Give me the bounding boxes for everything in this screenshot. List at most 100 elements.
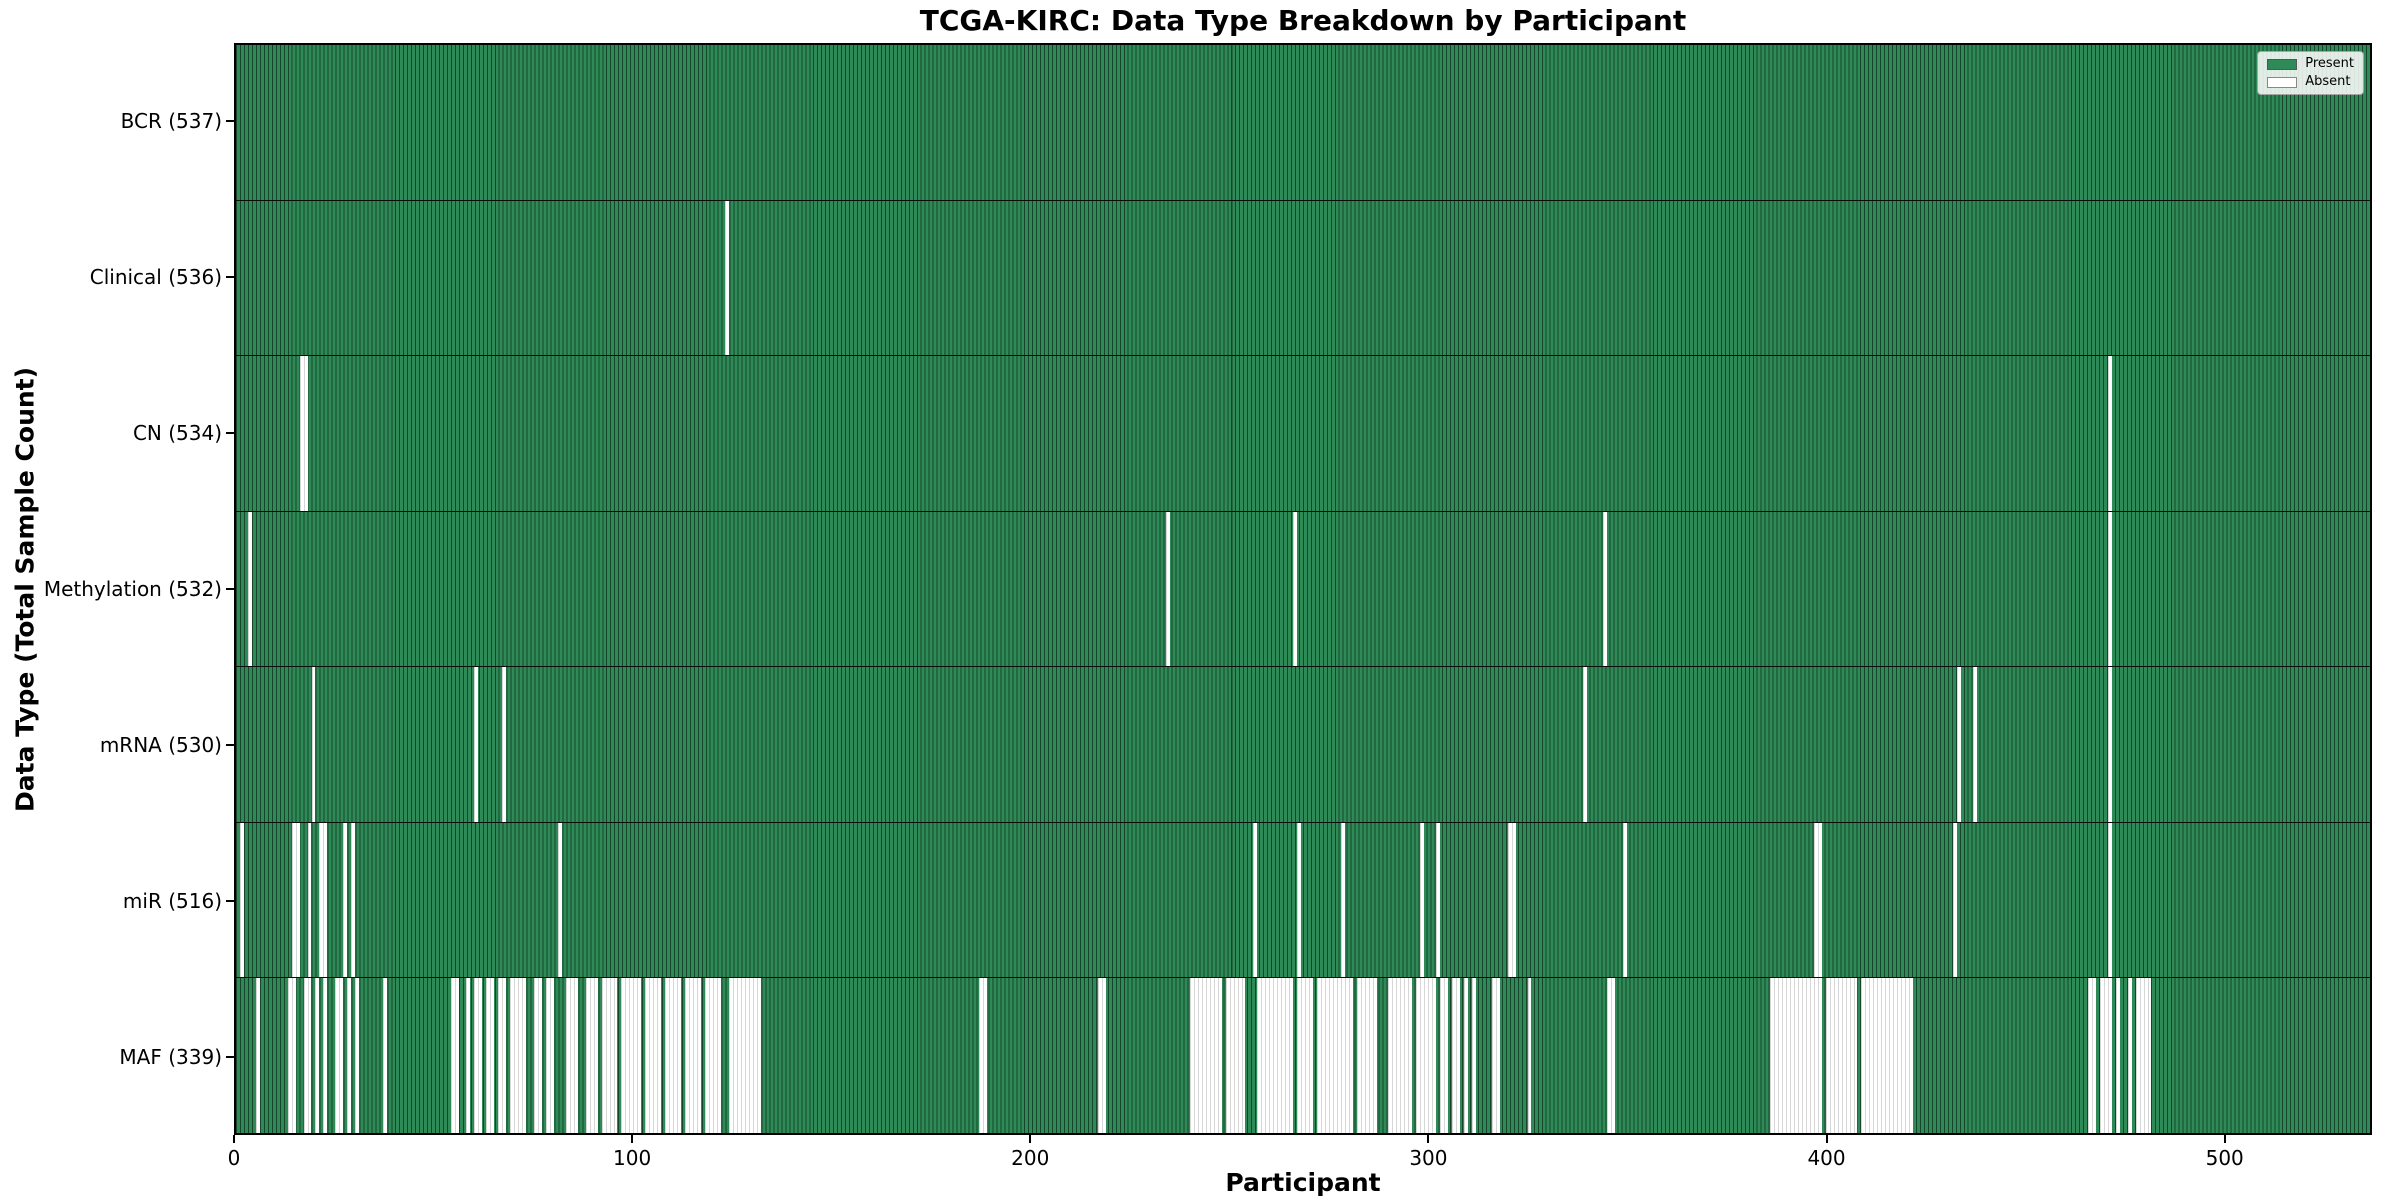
datatype-row-bcr [236,45,2370,201]
y-tick-label-mrna: mRNA (530) [99,733,222,757]
y-tick-label-maf: MAF (339) [119,1045,222,1069]
absent-gap [1165,511,1170,667]
absent-gap [335,978,344,1134]
absent-gap [1316,978,1353,1134]
datatype-row-methylation [236,511,2370,668]
absent-gap [1388,978,1413,1134]
y-tick-mark [226,276,234,278]
absent-gap [486,978,495,1134]
x-tick-label-0: 0 [227,1146,241,1170]
absent-gap [534,978,542,1134]
absent-gap [1416,978,1437,1134]
plot-area: Present Absent [234,43,2372,1135]
absent-gap [355,978,360,1134]
absent-gap [255,978,260,1134]
x-tick-label-400: 400 [1807,1146,1846,1170]
absent-gap [1861,978,1913,1134]
absent-gap [1253,822,1258,978]
x-tick-mark [631,1135,634,1143]
absent-gap [1603,511,1607,667]
y-tick-label-methylation: Methylation (532) [43,577,222,601]
absent-gap [474,978,483,1134]
absent-gap [621,978,642,1134]
absent-gap [1527,978,1532,1134]
legend: Present Absent [2257,51,2364,95]
absent-gap [347,978,352,1134]
absent-gap [319,822,328,978]
absent-gap [323,978,328,1134]
absent-gap [1189,978,1222,1134]
x-tick-mark [2223,1135,2226,1143]
y-tick-label-cn: CN (534) [132,421,222,445]
absent-gap [685,978,701,1134]
absent-gap [1463,978,1468,1134]
datatype-row-maf [236,978,2370,1134]
x-tick-label-300: 300 [1409,1146,1448,1170]
absent-gap [315,978,320,1134]
y-tick-mark [226,744,234,746]
absent-gap [239,822,244,978]
legend-item-present: Present [2267,57,2354,71]
absent-gap [307,822,312,978]
absent-gap [1491,978,1500,1134]
absent-gap [1257,978,1294,1134]
absent-gap [2099,978,2112,1134]
absent-gap [1452,978,1460,1134]
x-tick-mark [1029,1135,1032,1143]
absent-gap [1297,978,1313,1134]
absent-gap [247,511,252,667]
absent-gap [1356,978,1377,1134]
absent-gap [1340,822,1345,978]
absent-swatch-icon [2267,76,2298,88]
absent-gap [351,822,356,978]
absent-gap [645,978,662,1134]
absent-gap [2107,356,2112,511]
legend-present-label: Present [2305,56,2354,71]
present-swatch-icon [2267,58,2298,70]
absent-gap [1098,978,1107,1134]
absent-gap [601,978,618,1134]
x-tick-label-100: 100 [613,1146,652,1170]
x-axis-title: Participant [1225,1168,1381,1197]
absent-gap [1297,822,1301,978]
datatype-row-cn [236,356,2370,512]
absent-gap [1972,667,1977,822]
x-tick-mark [1427,1135,1430,1143]
y-tick-mark [226,588,234,590]
absent-gap [728,978,761,1134]
absent-gap [1420,822,1425,978]
absent-gap [2115,978,2120,1134]
y-tick-mark [226,900,234,902]
absent-gap [343,822,348,978]
y-tick-label-clinical: Clinical (536) [89,265,222,289]
chart-title: TCGA-KIRC: Data Type Breakdown by Partic… [919,4,1687,37]
absent-gap [2107,511,2112,667]
absent-gap [1813,822,1822,978]
absent-gap [502,667,507,822]
y-tick-label-bcr: BCR (537) [120,109,222,133]
absent-gap [565,978,578,1134]
absent-gap [287,978,296,1134]
absent-gap [2087,978,2096,1134]
x-tick-label-200: 200 [1011,1146,1050,1170]
y-tick-mark [226,120,234,122]
absent-gap [1769,978,1822,1134]
absent-gap [466,978,471,1134]
absent-gap [303,978,312,1134]
absent-gap [1507,822,1516,978]
absent-gap [979,978,988,1134]
absent-gap [311,667,316,822]
absent-gap [1225,978,1246,1134]
absent-gap [1471,978,1476,1134]
absent-gap [510,978,527,1134]
absent-gap [2107,667,2112,822]
absent-gap [2127,978,2132,1134]
absent-gap [1956,667,1961,822]
absent-gap [704,978,721,1134]
datatype-row-clinical [236,200,2370,357]
legend-absent-label: Absent [2305,74,2351,89]
absent-gap [1622,822,1627,978]
datatype-row-mrna [236,667,2370,823]
legend-item-absent: Absent [2267,75,2354,89]
